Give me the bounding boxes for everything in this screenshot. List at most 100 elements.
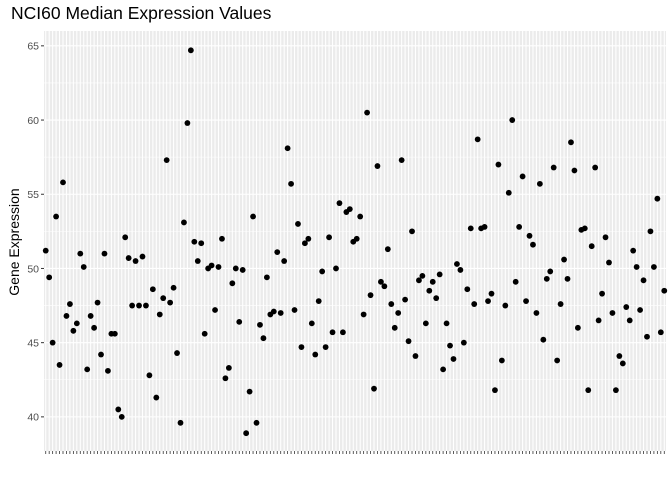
- data-point: [409, 228, 415, 235]
- data-point: [467, 225, 474, 232]
- data-point: [378, 278, 384, 285]
- data-point: [340, 329, 346, 336]
- data-point: [623, 304, 630, 310]
- data-point: [454, 261, 460, 267]
- data-point: [187, 47, 194, 54]
- data-point: [274, 249, 281, 256]
- data-point: [547, 268, 554, 275]
- data-point: [225, 364, 232, 371]
- data-point: [384, 246, 391, 253]
- data-point: [70, 327, 77, 334]
- data-point: [201, 330, 208, 337]
- data-point: [485, 298, 491, 305]
- data-point: [626, 317, 633, 324]
- data-point: [588, 243, 595, 250]
- data-point: [571, 167, 578, 174]
- data-point: [291, 307, 298, 313]
- data-point: [530, 241, 536, 248]
- data-point: [509, 117, 516, 123]
- data-point: [281, 258, 288, 264]
- data-point: [412, 353, 419, 359]
- data-point: [111, 330, 118, 337]
- data-point: [450, 356, 457, 362]
- data-point: [512, 278, 519, 285]
- data-point: [433, 295, 440, 302]
- data-point: [367, 292, 374, 299]
- data-point: [364, 109, 370, 116]
- data-point: [67, 301, 73, 307]
- data-point: [644, 333, 650, 340]
- data-point: [391, 324, 398, 331]
- data-point: [236, 318, 243, 325]
- data-point: [651, 264, 657, 270]
- data-point: [381, 283, 388, 290]
- data-point: [637, 307, 643, 313]
- data-point: [91, 324, 98, 331]
- data-point: [585, 387, 592, 394]
- data-point: [46, 274, 53, 281]
- data-point: [374, 163, 381, 169]
- data-point: [543, 275, 550, 282]
- data-point: [208, 262, 215, 269]
- data-point: [305, 235, 312, 242]
- data-point: [471, 301, 478, 307]
- data-point: [464, 286, 471, 293]
- data-point: [263, 274, 270, 281]
- data-point: [170, 284, 177, 291]
- data-point: [564, 275, 571, 282]
- data-point: [416, 277, 422, 284]
- data-point: [326, 234, 332, 241]
- data-point: [277, 310, 284, 316]
- y-tick-label: 40: [27, 412, 39, 424]
- data-point: [136, 302, 142, 309]
- data-point: [215, 264, 222, 270]
- data-point: [60, 179, 66, 186]
- data-point: [53, 213, 59, 220]
- data-point: [156, 311, 163, 318]
- data-point: [561, 256, 567, 263]
- data-point: [122, 234, 129, 241]
- data-point: [308, 320, 315, 327]
- data-point: [388, 301, 395, 307]
- data-point: [333, 265, 339, 272]
- major-y-gridlines: [44, 45, 666, 418]
- data-point: [540, 336, 547, 343]
- data-point: [298, 344, 305, 351]
- data-point: [270, 308, 277, 315]
- data-point: [222, 375, 229, 382]
- data-point: [239, 267, 246, 273]
- data-point: [56, 362, 63, 368]
- data-point: [212, 307, 218, 313]
- data-point: [505, 189, 512, 196]
- data-point: [447, 342, 453, 349]
- data-point: [319, 268, 326, 275]
- data-point: [87, 313, 94, 319]
- data-point: [536, 180, 543, 187]
- data-point: [550, 164, 557, 171]
- data-point: [519, 173, 526, 180]
- data-point: [177, 419, 184, 426]
- y-tick-label: 50: [27, 263, 39, 275]
- data-point: [288, 180, 294, 187]
- data-point: [426, 287, 433, 294]
- data-point: [440, 366, 447, 373]
- data-point: [149, 286, 156, 293]
- data-point: [146, 372, 153, 379]
- data-point: [94, 299, 101, 306]
- data-point: [198, 240, 205, 247]
- data-point: [498, 357, 505, 364]
- data-point: [101, 250, 108, 257]
- data-point: [163, 157, 170, 164]
- data-point: [360, 311, 367, 318]
- y-tick-label: 60: [27, 115, 39, 127]
- data-point: [98, 351, 104, 358]
- data-point: [533, 310, 540, 316]
- data-point: [194, 258, 201, 264]
- data-point: [284, 145, 291, 152]
- data-point: [647, 228, 654, 235]
- data-point: [523, 298, 529, 305]
- data-point: [657, 329, 664, 336]
- data-point: [243, 430, 250, 437]
- y-tick-label: 45: [27, 337, 39, 349]
